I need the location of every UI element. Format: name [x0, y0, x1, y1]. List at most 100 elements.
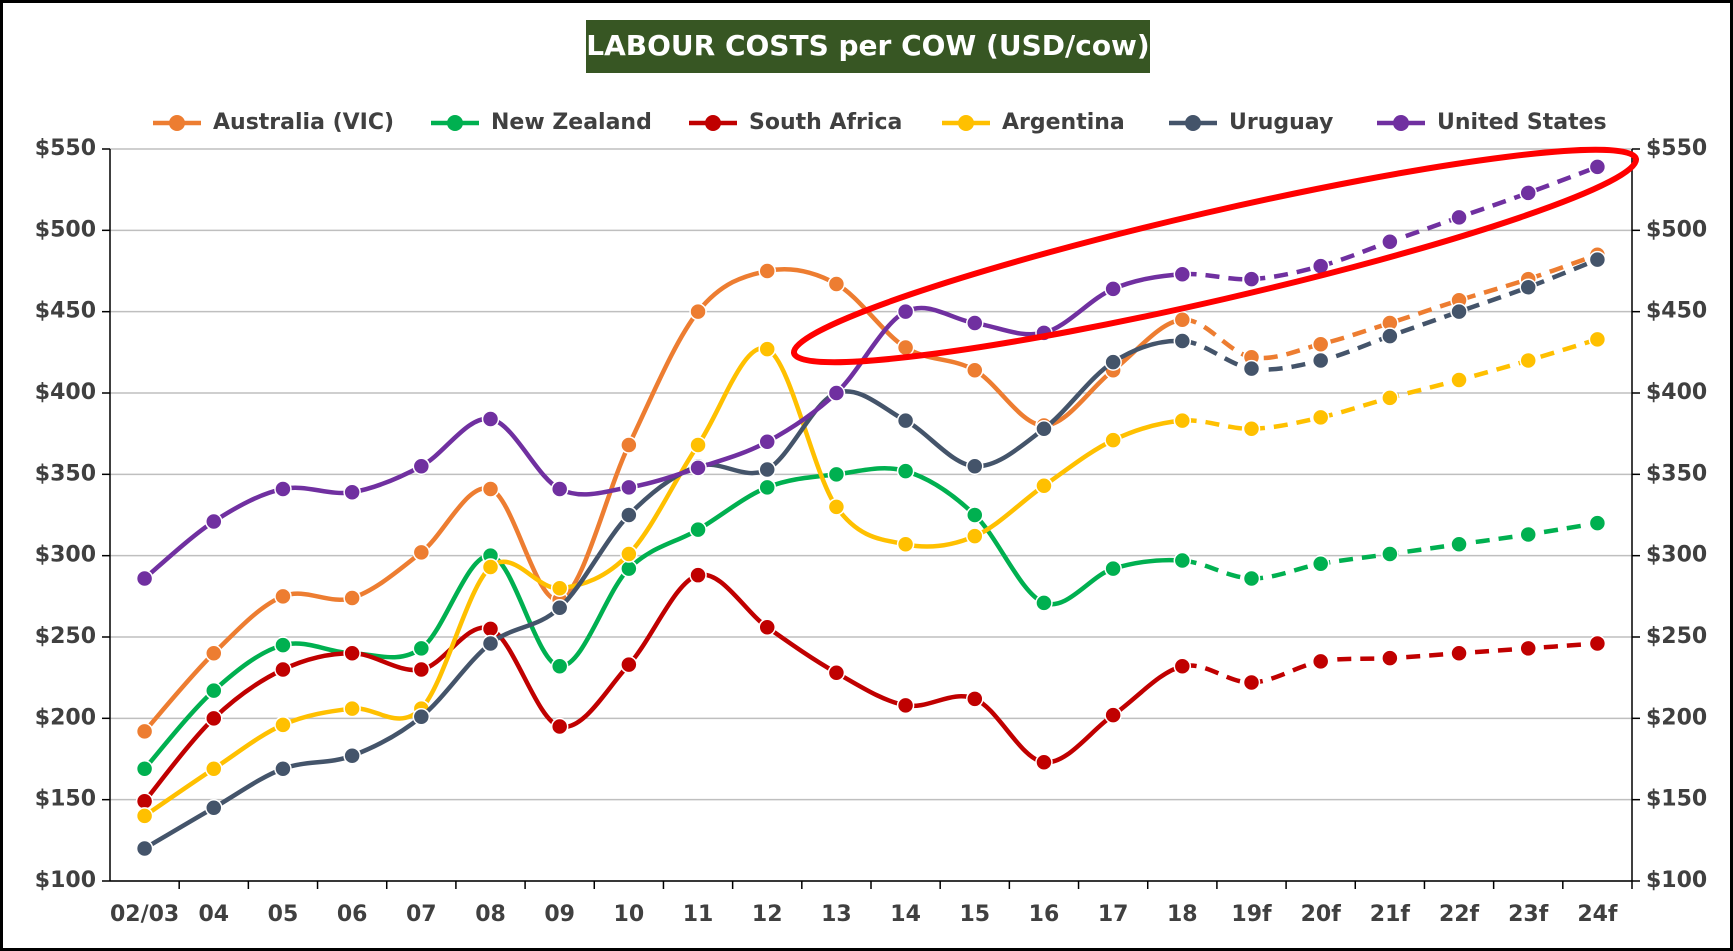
data-point — [135, 569, 154, 588]
data-point — [758, 340, 776, 358]
data-point — [343, 483, 361, 501]
data-point — [205, 760, 223, 778]
x-tick-label: 19f — [1231, 902, 1272, 927]
data-point — [274, 716, 292, 734]
y2-tick-label: $400 — [1646, 380, 1707, 405]
data-point — [205, 644, 223, 663]
legend-marker — [958, 115, 974, 131]
y2-tick-label: $350 — [1646, 461, 1707, 486]
legend-label: New Zealand — [491, 110, 652, 135]
legend-marker — [169, 115, 185, 131]
y2-tick-label: $550 — [1646, 136, 1707, 161]
data-point — [1450, 302, 1468, 321]
data-point — [412, 639, 431, 658]
data-point — [896, 696, 915, 715]
y2-tick-label: $100 — [1646, 868, 1707, 893]
data-point — [412, 707, 431, 726]
data-point — [1450, 535, 1468, 554]
series-line — [143, 257, 1599, 851]
data-point — [550, 657, 569, 676]
data-point — [343, 746, 361, 765]
x-tick-label: 13 — [821, 902, 852, 927]
data-point — [1381, 649, 1399, 667]
data-point — [1104, 353, 1122, 371]
x-tick-label: 08 — [475, 902, 506, 927]
data-point — [1242, 270, 1261, 288]
data-point — [1588, 330, 1607, 349]
x-tick-label: 12 — [752, 902, 783, 927]
data-point — [966, 527, 984, 545]
data-point — [1588, 158, 1607, 176]
data-point — [274, 660, 292, 679]
data-point — [135, 760, 154, 778]
data-point — [1450, 371, 1468, 389]
y2-tick-label: $250 — [1646, 624, 1707, 649]
data-point — [1311, 351, 1330, 370]
data-point — [481, 558, 500, 576]
data-point — [620, 559, 638, 578]
data-point — [550, 579, 569, 597]
data-point — [689, 566, 707, 584]
legend-label: Argentina — [1002, 110, 1125, 135]
data-point — [1311, 335, 1330, 353]
data-point — [135, 839, 154, 858]
data-point — [274, 760, 292, 778]
x-tick-label: 05 — [268, 902, 299, 927]
data-point — [620, 478, 638, 497]
y-tick-label: $300 — [35, 543, 96, 568]
data-point — [274, 636, 292, 654]
y2-tick-label: $300 — [1646, 543, 1707, 568]
data-point — [758, 460, 776, 479]
y-tick-label: $250 — [35, 624, 96, 649]
data-point — [481, 410, 500, 428]
data-point — [1242, 569, 1261, 588]
legend-marker — [447, 115, 463, 131]
data-point — [1381, 389, 1399, 407]
data-point — [1173, 411, 1192, 430]
x-tick-label: 20f — [1301, 902, 1342, 927]
data-point — [205, 709, 223, 728]
y2-tick-label: $150 — [1646, 787, 1707, 812]
data-point — [1381, 232, 1399, 251]
data-point — [689, 459, 707, 477]
y2-tick-label: $450 — [1646, 299, 1707, 324]
data-point — [412, 660, 431, 679]
data-point — [827, 498, 846, 516]
data-point — [1035, 753, 1053, 772]
data-point — [1450, 208, 1468, 227]
data-point — [1450, 644, 1468, 663]
data-point — [1035, 420, 1053, 438]
data-point — [966, 506, 984, 524]
data-point — [1242, 359, 1261, 378]
x-tick-label: 11 — [683, 902, 714, 927]
data-point — [966, 314, 984, 332]
x-tick-label: 23f — [1508, 902, 1549, 927]
data-point — [550, 717, 569, 736]
data-point — [1519, 351, 1537, 370]
data-point — [481, 620, 500, 638]
data-point — [1519, 278, 1537, 297]
y-tick-label: $100 — [35, 868, 96, 893]
x-tick-label: 24f — [1577, 902, 1618, 927]
x-tick-label: 16 — [1029, 902, 1060, 927]
data-point — [758, 478, 776, 497]
data-point — [343, 644, 361, 663]
data-point — [1242, 420, 1261, 438]
highlight-ellipse — [790, 146, 1640, 366]
data-point — [1588, 250, 1607, 269]
data-point — [1588, 634, 1607, 653]
y-tick-label: $200 — [35, 705, 96, 730]
x-tick-label: 07 — [406, 902, 437, 927]
y-tick-label: $500 — [35, 217, 96, 242]
x-tick-label: 14 — [890, 902, 921, 927]
data-point — [758, 618, 776, 636]
title-box — [586, 20, 1150, 73]
data-point — [620, 545, 638, 563]
data-point — [550, 598, 569, 617]
legend-label: Australia (VIC) — [213, 110, 394, 135]
y2-tick-label: $500 — [1646, 217, 1707, 242]
legend-marker — [705, 115, 721, 131]
data-point — [1035, 594, 1053, 612]
